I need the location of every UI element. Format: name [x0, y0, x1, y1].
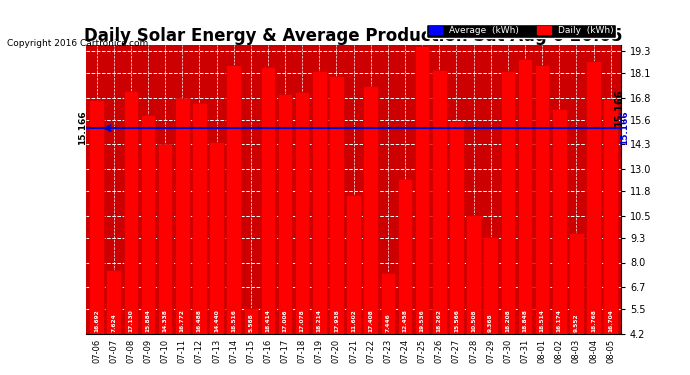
Text: 12.458: 12.458: [402, 309, 408, 332]
Text: 17.006: 17.006: [283, 309, 288, 332]
Bar: [569, 233, 584, 334]
Text: 18.208: 18.208: [505, 309, 511, 332]
Text: 17.130: 17.130: [128, 309, 133, 332]
Title: Daily Solar Energy & Average Production Sat Aug 6 20:05: Daily Solar Energy & Average Production …: [84, 27, 623, 45]
Text: 15.166: 15.166: [78, 111, 87, 146]
Text: 15.884: 15.884: [146, 309, 150, 332]
Bar: [278, 94, 293, 334]
Bar: [175, 98, 190, 334]
Bar: [158, 144, 172, 334]
Text: 16.772: 16.772: [179, 309, 185, 332]
Text: 14.338: 14.338: [163, 309, 168, 332]
Bar: [89, 99, 104, 334]
Bar: [244, 308, 258, 334]
Bar: [415, 46, 429, 334]
Bar: [518, 59, 532, 334]
Bar: [381, 273, 395, 334]
Text: 18.262: 18.262: [437, 309, 442, 332]
Text: 17.938: 17.938: [334, 309, 339, 332]
Bar: [141, 115, 155, 334]
Text: Copyright 2016 Cartronics.com: Copyright 2016 Cartronics.com: [7, 39, 148, 48]
Bar: [586, 61, 601, 334]
Bar: [432, 70, 446, 334]
Bar: [535, 65, 549, 334]
Text: 16.488: 16.488: [197, 309, 202, 332]
Bar: [552, 109, 566, 334]
Text: 10.508: 10.508: [471, 309, 476, 332]
Text: 7.624: 7.624: [111, 313, 116, 332]
Text: 18.848: 18.848: [522, 309, 528, 332]
Text: 16.692: 16.692: [94, 309, 99, 332]
Bar: [329, 76, 344, 334]
Bar: [346, 195, 361, 334]
Bar: [364, 86, 378, 334]
Text: 18.414: 18.414: [266, 309, 270, 332]
Bar: [295, 92, 310, 334]
Text: 18.514: 18.514: [540, 309, 544, 332]
Text: 16.174: 16.174: [557, 309, 562, 332]
Bar: [484, 237, 498, 334]
Text: 17.408: 17.408: [368, 309, 373, 332]
Bar: [124, 92, 138, 334]
Text: 17.078: 17.078: [299, 309, 305, 332]
Bar: [397, 179, 413, 334]
Text: 19.536: 19.536: [420, 309, 424, 332]
Bar: [226, 65, 241, 334]
Text: 5.588: 5.588: [248, 313, 253, 332]
Text: 18.214: 18.214: [317, 309, 322, 332]
Bar: [192, 104, 206, 334]
Bar: [106, 270, 121, 334]
Text: 18.768: 18.768: [591, 309, 596, 332]
Bar: [501, 71, 515, 334]
Text: 16.704: 16.704: [608, 309, 613, 332]
Bar: [209, 142, 224, 334]
Text: 15.566: 15.566: [454, 309, 459, 332]
Text: 15.166: 15.166: [620, 111, 629, 146]
Bar: [449, 121, 464, 334]
Text: 18.516: 18.516: [231, 309, 236, 332]
Text: 7.446: 7.446: [386, 313, 391, 332]
Text: 11.602: 11.602: [351, 309, 356, 332]
Bar: [604, 99, 618, 334]
Text: 15.166: 15.166: [614, 89, 624, 126]
Bar: [466, 216, 481, 334]
Bar: [261, 67, 275, 334]
Text: 9.552: 9.552: [574, 313, 579, 332]
Text: 14.440: 14.440: [214, 309, 219, 332]
Legend: Average  (kWh), Daily  (kWh): Average (kWh), Daily (kWh): [426, 24, 616, 38]
Bar: [312, 71, 326, 334]
Text: 9.368: 9.368: [489, 313, 493, 332]
